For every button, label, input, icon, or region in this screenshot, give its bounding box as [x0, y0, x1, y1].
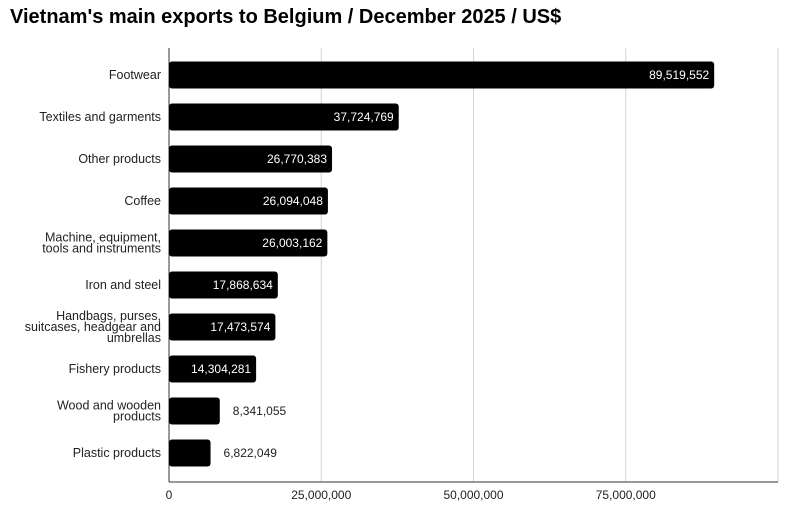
x-tick-label: 25,000,000: [291, 488, 351, 502]
data-label: 26,770,383: [267, 152, 327, 166]
x-tick-label: 75,000,000: [596, 488, 656, 502]
category-label: Other products: [78, 152, 161, 166]
bar: [169, 313, 276, 341]
category-label: Textiles and garments: [39, 110, 161, 124]
data-label: 37,724,769: [334, 110, 394, 124]
bar: [169, 397, 220, 425]
category-label: Handbags, purses,: [56, 309, 161, 323]
data-label: 17,868,634: [213, 278, 273, 292]
category-label: tools and instruments: [42, 242, 161, 256]
category-label: Machine, equipment,: [45, 231, 161, 245]
category-label: Plastic products: [73, 446, 161, 460]
bar: [169, 61, 715, 89]
bar: [169, 103, 399, 131]
data-label: 8,341,055: [233, 404, 287, 418]
category-label: suitcases, headgear and: [25, 320, 161, 334]
category-label: Coffee: [124, 194, 161, 208]
data-label: 26,003,162: [262, 236, 322, 250]
category-label: Fishery products: [69, 362, 161, 376]
bar: [169, 439, 211, 467]
data-label: 26,094,048: [263, 194, 323, 208]
data-label: 89,519,552: [649, 68, 709, 82]
category-label: Iron and steel: [85, 278, 161, 292]
data-label: 14,304,281: [191, 362, 251, 376]
category-label: Footwear: [109, 68, 161, 82]
bar: [169, 355, 257, 383]
bar: [169, 187, 328, 215]
chart-title: Vietnam's main exports to Belgium / Dece…: [10, 6, 562, 28]
category-label: products: [113, 410, 161, 424]
category-label: Wood and wooden: [57, 399, 161, 413]
bar: [169, 229, 328, 257]
x-tick-label: 0: [166, 488, 173, 502]
x-tick-label: 50,000,000: [443, 488, 503, 502]
data-label: 17,473,574: [210, 320, 270, 334]
bar: [169, 145, 333, 173]
category-label: umbrellas: [107, 331, 161, 345]
data-label: 6,822,049: [224, 446, 278, 460]
bar: [169, 271, 278, 299]
